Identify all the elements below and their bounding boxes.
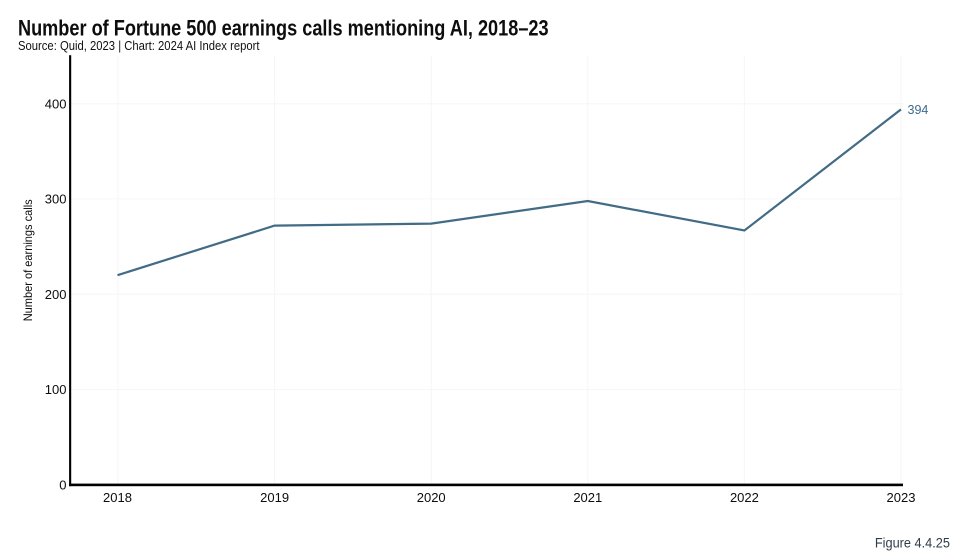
svg-text:2019: 2019 xyxy=(260,490,289,505)
svg-text:400: 400 xyxy=(45,96,67,111)
svg-text:394: 394 xyxy=(908,103,929,117)
svg-text:300: 300 xyxy=(45,192,67,207)
svg-text:2021: 2021 xyxy=(573,490,602,505)
svg-text:Source: Quid, 2023 | Chart: 20: Source: Quid, 2023 | Chart: 2024 AI Inde… xyxy=(18,39,260,53)
svg-text:2020: 2020 xyxy=(417,490,446,505)
svg-text:2022: 2022 xyxy=(730,490,759,505)
svg-text:200: 200 xyxy=(45,287,67,302)
svg-text:Number of earnings calls: Number of earnings calls xyxy=(21,199,35,321)
svg-text:100: 100 xyxy=(45,382,67,397)
svg-text:Number of Fortune 500 earnings: Number of Fortune 500 earnings calls men… xyxy=(18,16,549,41)
svg-text:Figure 4.4.25: Figure 4.4.25 xyxy=(875,535,950,550)
svg-text:0: 0 xyxy=(59,478,66,493)
svg-text:2018: 2018 xyxy=(103,490,132,505)
svg-text:2023: 2023 xyxy=(887,490,916,505)
